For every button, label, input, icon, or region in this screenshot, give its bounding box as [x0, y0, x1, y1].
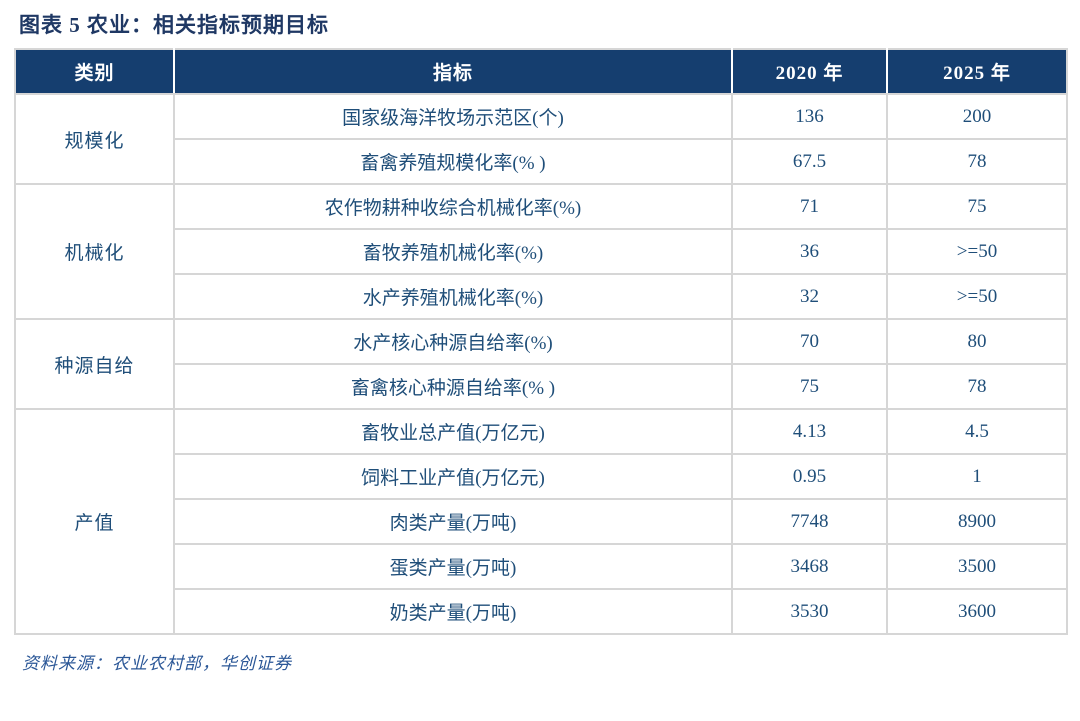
value-2020-cell: 4.13 [731, 408, 888, 455]
value-2025-cell: 200 [886, 93, 1068, 140]
indicator-cell: 肉类产量(万吨) [173, 498, 733, 545]
table-row: 畜禽养殖规模化率(% ) 67.5 78 [15, 138, 1068, 185]
indicator-targets-table: 类别 指标 2020 年 2025 年 规模化 国家级海洋牧场示范区(个) 13… [14, 48, 1068, 635]
table-row: 肉类产量(万吨) 7748 8900 [15, 498, 1068, 545]
value-2025-cell: 1 [886, 453, 1068, 500]
table-row: 机械化 农作物耕种收综合机械化率(%) 71 75 [14, 183, 1068, 320]
value-2025-cell: 75 [886, 183, 1068, 230]
value-2020-cell: 36 [731, 228, 888, 275]
indicator-cell: 畜牧业总产值(万亿元) [173, 408, 733, 455]
value-2020-cell: 136 [731, 93, 888, 140]
table-row: 饲料工业产值(万亿元) 0.95 1 [15, 453, 1068, 500]
value-2025-cell: >=50 [886, 228, 1068, 275]
value-2025-cell: 3600 [886, 588, 1068, 635]
value-2025-cell: 8900 [886, 498, 1068, 545]
indicator-cell: 水产核心种源自给率(%) [173, 318, 733, 365]
header-category: 类别 [14, 48, 175, 95]
value-2025-cell: >=50 [886, 273, 1068, 320]
category-cell-mechanization: 机械化 [14, 183, 175, 320]
category-cell-output-value: 产值 [14, 408, 175, 635]
value-2020-cell: 71 [731, 183, 888, 230]
indicator-cell: 水产养殖机械化率(%) [173, 273, 733, 320]
value-2025-cell: 80 [886, 318, 1068, 365]
table-row: 畜牧养殖机械化率(%) 36 >=50 [15, 228, 1068, 275]
value-2025-cell: 78 [886, 138, 1068, 185]
value-2020-cell: 32 [731, 273, 888, 320]
indicator-cell: 农作物耕种收综合机械化率(%) [173, 183, 733, 230]
value-2020-cell: 3468 [731, 543, 888, 590]
value-2020-cell: 67.5 [731, 138, 888, 185]
table-row: 蛋类产量(万吨) 3468 3500 [15, 543, 1068, 590]
category-cell-scale: 规模化 [14, 93, 175, 185]
header-indicator: 指标 [173, 48, 733, 95]
indicator-cell: 奶类产量(万吨) [173, 588, 733, 635]
header-2025: 2025 年 [886, 48, 1068, 95]
data-source-note: 资料来源：农业农村部，华创证券 [22, 654, 292, 673]
value-2025-cell: 3500 [886, 543, 1068, 590]
indicator-cell: 畜禽养殖规模化率(% ) [173, 138, 733, 185]
indicator-cell: 畜牧养殖机械化率(%) [173, 228, 733, 275]
indicator-cell: 国家级海洋牧场示范区(个) [173, 93, 733, 140]
value-2020-cell: 75 [731, 363, 888, 410]
value-2020-cell: 0.95 [731, 453, 888, 500]
table-row: 种源自给 水产核心种源自给率(%) 70 80 [14, 318, 1068, 410]
figure-title: 图表 5 农业：相关指标预期目标 [19, 13, 329, 37]
table-row: 畜禽核心种源自给率(% ) 75 78 [15, 363, 1068, 410]
table-row: 规模化 国家级海洋牧场示范区(个) 136 200 [14, 93, 1068, 185]
report-figure-page: 图表 5 农业：相关指标预期目标 类别 指标 2020 年 2025 年 规模化… [0, 9, 1080, 721]
category-cell-seed-self-sufficiency: 种源自给 [14, 318, 175, 410]
value-2020-cell: 3530 [731, 588, 888, 635]
indicator-cell: 饲料工业产值(万亿元) [173, 453, 733, 500]
value-2025-cell: 4.5 [886, 408, 1068, 455]
value-2020-cell: 7748 [731, 498, 888, 545]
table-row: 水产养殖机械化率(%) 32 >=50 [15, 273, 1068, 320]
table-header-row: 类别 指标 2020 年 2025 年 [14, 48, 1068, 95]
value-2025-cell: 78 [886, 363, 1068, 410]
value-2020-cell: 70 [731, 318, 888, 365]
indicator-cell: 畜禽核心种源自给率(% ) [173, 363, 733, 410]
table-row: 奶类产量(万吨) 3530 3600 [15, 588, 1068, 635]
indicator-cell: 蛋类产量(万吨) [173, 543, 733, 590]
header-2020: 2020 年 [731, 48, 888, 95]
table-row: 产值 畜牧业总产值(万亿元) 4.13 4.5 [14, 408, 1068, 635]
